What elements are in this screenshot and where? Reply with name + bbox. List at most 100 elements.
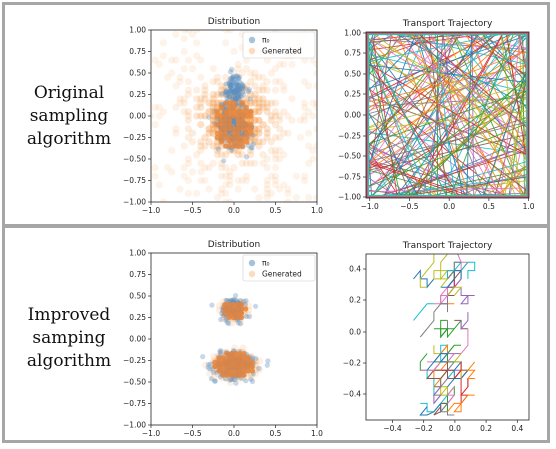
plot-frame: [365, 253, 530, 421]
pi0-point: [231, 76, 237, 82]
generated-point: [222, 306, 228, 312]
generated-point: [255, 365, 264, 374]
pi0-point: [233, 96, 240, 102]
chart-title: Transport Trajectory: [402, 241, 493, 251]
generated-point: [176, 78, 184, 86]
generated-point: [213, 138, 221, 146]
trajectory-line: [429, 32, 501, 198]
generated-point: [222, 198, 230, 202]
x-tick-label: −0.4: [383, 424, 401, 433]
generated-point: [271, 155, 280, 163]
generated-point: [251, 95, 259, 103]
pi0-point: [249, 145, 255, 151]
generated-point: [245, 368, 251, 374]
pi0-point: [226, 88, 233, 94]
pi0-point: [227, 76, 233, 82]
legend-label: Generated: [262, 270, 302, 279]
plot-area: [366, 32, 529, 198]
pi0-point: [227, 83, 233, 89]
trajectory-line: [460, 261, 476, 279]
trajectory-line: [440, 361, 449, 371]
trajectory-line: [461, 361, 476, 379]
pi0-point: [235, 83, 242, 89]
pi0-point: [228, 83, 234, 89]
pi0-point: [227, 84, 233, 90]
generated-point: [239, 344, 247, 352]
generated-point: [232, 363, 239, 370]
generated-point: [292, 194, 300, 202]
generated-point: [176, 99, 184, 107]
generated-point: [300, 112, 309, 120]
generated-point: [222, 30, 230, 34]
trajectory-line: [440, 254, 449, 281]
generated-point: [234, 301, 241, 308]
generated-point: [213, 73, 221, 81]
trajectory-line: [401, 32, 498, 198]
generated-point: [271, 121, 280, 129]
generated-point: [228, 363, 235, 370]
generated-point: [251, 69, 259, 77]
generated-point: [284, 185, 292, 193]
generated-point: [222, 172, 230, 180]
generated-point: [213, 78, 221, 86]
generated-point: [288, 60, 296, 68]
generated-point: [180, 35, 188, 43]
y-tick-label: −0.50: [123, 378, 146, 387]
trajectory-line: [440, 386, 449, 396]
generated-point: [230, 164, 238, 172]
generated-point: [242, 86, 251, 94]
pi0-point: [231, 89, 237, 95]
generated-point: [184, 155, 192, 163]
pi0-point: [217, 347, 224, 354]
trajectory-line: [366, 37, 448, 198]
generated-point: [235, 122, 241, 128]
generated-point: [202, 361, 210, 369]
generated-point: [235, 134, 241, 141]
generated-point: [232, 359, 239, 365]
x-tick-label: 0.0: [449, 424, 461, 433]
generated-point: [214, 113, 220, 119]
generated-point: [217, 142, 226, 150]
generated-point: [223, 122, 229, 128]
generated-point: [180, 172, 188, 180]
generated-point: [223, 130, 229, 136]
y-tick-label: 0.00: [344, 111, 361, 120]
generated-point: [168, 168, 176, 176]
pi0-point: [235, 92, 241, 98]
generated-point: [230, 306, 236, 312]
pi0-point: [231, 94, 237, 100]
y-tick-label: −0.50: [338, 152, 361, 161]
pi0-point: [232, 89, 239, 95]
generated-point: [224, 368, 231, 374]
legend-marker-pi0: [248, 259, 256, 267]
generated-point: [222, 82, 230, 90]
trajectory-line: [440, 361, 455, 379]
generated-point: [217, 159, 226, 167]
generated-point: [222, 86, 230, 94]
generated-point: [180, 47, 188, 56]
pi0-point: [236, 95, 242, 101]
generated-point: [247, 133, 255, 142]
generated-point: [222, 90, 230, 99]
generated-point: [276, 155, 284, 163]
generated-point: [226, 310, 232, 316]
trajectory-line: [426, 369, 441, 379]
generated-point: [228, 350, 235, 357]
pi0-point: [215, 146, 221, 152]
generated-point: [263, 181, 271, 189]
generated-point: [234, 86, 242, 94]
generated-point: [228, 355, 235, 361]
y-tick-label: −0.25: [338, 132, 361, 141]
generated-point: [234, 306, 241, 312]
generated-point: [223, 126, 229, 132]
pi0-point: [229, 78, 235, 84]
generated-point: [280, 108, 288, 116]
generated-point: [242, 172, 251, 180]
generated-point: [259, 103, 267, 111]
generated-point: [238, 176, 246, 185]
chart-title: Distribution: [208, 240, 261, 250]
generated-point: [218, 130, 225, 136]
generated-point: [172, 103, 180, 111]
generated-point: [231, 143, 237, 149]
pi0-point: [227, 79, 233, 85]
